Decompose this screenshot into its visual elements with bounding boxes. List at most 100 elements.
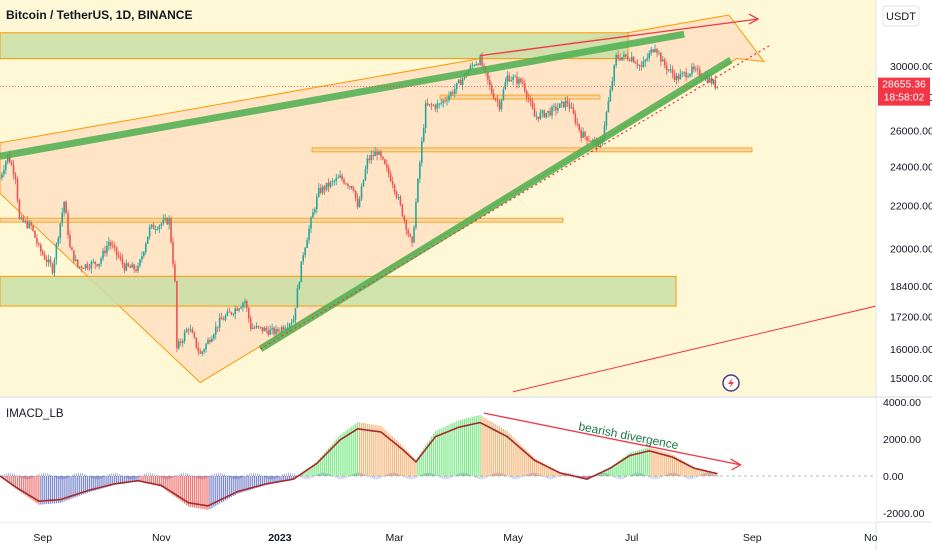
time-axis-label: No [864,532,878,544]
lower-trendline-extension[interactable] [260,44,771,350]
time-axis-label: Nov [152,532,171,544]
candle [508,72,511,82]
candle [422,124,425,143]
candle [409,232,411,238]
candle [166,217,168,226]
candle [636,59,639,69]
candle [671,65,674,79]
candle [527,93,530,103]
last-price-label: 28655.36 [882,79,926,91]
candle [393,183,396,196]
candle [183,329,186,344]
candle [687,72,689,78]
candle [539,109,542,120]
candle [514,74,516,78]
candle [41,249,44,257]
candle [137,262,139,274]
candle [191,327,194,334]
candle [685,68,687,82]
candle [265,325,268,334]
imacd-line [0,421,718,507]
candle [156,226,159,231]
candle [341,173,343,182]
candle [321,184,324,195]
candle [681,70,684,78]
candle [461,77,464,91]
candle [1,171,3,181]
candle [84,263,87,271]
candle [500,99,503,112]
candle [442,99,444,108]
upper-trendline[interactable] [0,30,685,160]
candle [319,184,322,195]
candle [646,53,649,62]
candle [588,135,590,142]
candle [502,86,505,101]
candle [667,69,670,73]
candle [522,77,524,87]
candle [660,51,662,66]
candle [360,183,363,201]
price-level-2[interactable] [439,94,601,100]
candle [658,50,660,56]
lightning-icon[interactable] [722,374,740,392]
candle [329,180,332,189]
candle [712,78,715,86]
candle [199,348,202,354]
candle [389,170,392,182]
candle [179,338,182,346]
price-zone-0[interactable] [0,32,629,60]
candle [55,242,58,265]
candle [562,101,565,109]
indicator-axis-label: 2000.00 [883,434,921,446]
candle [325,182,328,192]
candle [90,260,93,274]
candle [714,75,717,91]
currency-button[interactable]: USDT [882,5,920,27]
candle [457,78,460,84]
candle [331,178,334,187]
divergence-line[interactable] [483,412,741,466]
candle [168,215,170,230]
indicator-name[interactable]: IMACD_LB [6,408,64,420]
long-diagonal-line[interactable] [513,305,876,393]
candle [541,109,544,118]
candle [564,96,567,112]
candle [129,264,132,268]
candle [428,104,431,108]
candle [345,182,347,185]
candle [82,267,85,270]
lower-trendline[interactable] [258,57,733,352]
price-level-3[interactable] [311,147,753,153]
candle [306,237,308,249]
higher-high-line[interactable] [480,18,759,57]
candle [20,214,23,221]
candle [351,185,353,190]
candle [663,57,666,69]
candle [496,95,499,108]
candle [172,237,174,268]
candle [683,71,685,77]
candle [34,230,36,239]
candle [189,324,192,333]
candle [347,182,349,189]
candle [59,222,62,244]
indicator-axis-label: 4000.00 [883,397,921,409]
candle [244,298,246,309]
candle [628,57,631,62]
candle [586,136,588,146]
candle [150,224,153,229]
time-axis-label: Mar [386,532,405,544]
candle [378,149,380,156]
candle [207,337,209,345]
candle [78,266,81,269]
indicator-background [0,398,876,522]
candle [413,225,415,244]
candle [131,261,133,268]
candle [662,55,664,62]
candle [551,104,553,120]
price-level-4[interactable] [0,217,564,223]
candle [473,63,476,68]
candle [419,160,421,184]
